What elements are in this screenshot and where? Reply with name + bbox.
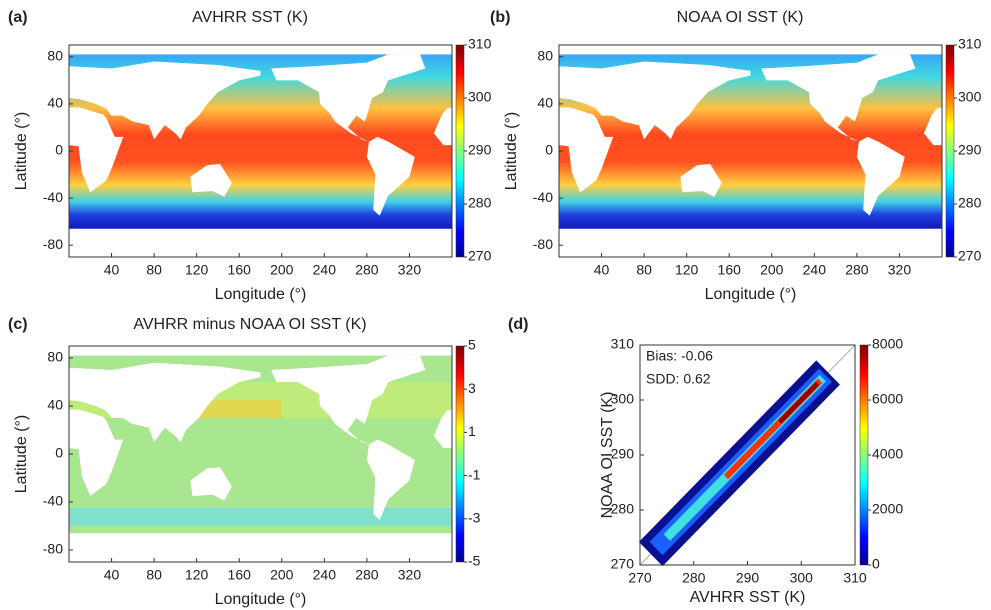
x-tick-label: 80 [146, 567, 162, 583]
y-tick-label: 290 [611, 446, 635, 462]
colorbar-tick-label: -5 [468, 553, 481, 569]
x-tick-label: 160 [228, 567, 252, 583]
x-tick-label: 320 [888, 262, 912, 278]
colorbar-tick-label: 270 [958, 248, 982, 264]
panel-label: (d) [508, 316, 528, 333]
x-tick-label: 160 [228, 262, 252, 278]
x-tick-label: 320 [398, 567, 422, 583]
x-tick-label: 200 [760, 262, 784, 278]
x-axis-label: AVHRR SST (K) [690, 589, 806, 606]
y-tick-label: 40 [47, 397, 63, 413]
x-tick-label: 120 [185, 567, 209, 583]
x-tick-label: 120 [675, 262, 699, 278]
y-tick-label: -80 [43, 236, 63, 252]
colorbar-tick-label: 300 [468, 89, 492, 105]
colorbar-tick-label: -3 [468, 510, 481, 526]
x-tick-label: 40 [104, 567, 120, 583]
colorbar-tick-label: 8000 [872, 336, 903, 352]
x-tick-label: 80 [636, 262, 652, 278]
y-tick-label: 0 [545, 142, 553, 158]
y-tick-label: 40 [537, 95, 553, 111]
colorbar-tick-label: 310 [958, 36, 982, 52]
x-tick-label: 200 [270, 262, 294, 278]
chart-title: AVHRR SST (K) [192, 9, 308, 26]
y-tick-label: -40 [43, 493, 63, 509]
colorbar-tick-label: 310 [468, 36, 492, 52]
panel-label: (c) [8, 316, 28, 333]
x-tick-label: 320 [398, 262, 422, 278]
ocean-south [69, 508, 452, 526]
x-tick-label: 200 [270, 567, 294, 583]
colorbar-tick-label: 270 [468, 248, 492, 264]
colorbar-tick-label: 280 [468, 195, 492, 211]
y-tick-label: -80 [533, 236, 553, 252]
y-axis-label: Latitude (°) [13, 415, 30, 493]
y-tick-label: -40 [533, 189, 553, 205]
y-axis-label: Latitude (°) [503, 112, 520, 190]
colorbar-tick-label: 0 [872, 556, 880, 572]
colorbar [945, 44, 955, 258]
annotation: Bias: -0.06 [646, 348, 713, 364]
y-tick-label: 310 [611, 336, 635, 352]
colorbar [455, 345, 465, 563]
x-tick-label: 120 [185, 262, 209, 278]
annotation: SDD: 0.62 [646, 371, 711, 387]
x-tick-label: 280 [682, 570, 706, 586]
chart-title: NOAA OI SST (K) [677, 9, 804, 26]
y-axis-label: NOAA OI SST (K) [599, 392, 616, 519]
x-tick-label: 310 [843, 570, 867, 586]
colorbar-tick-label: 3 [468, 380, 476, 396]
colorbar-tick-label: 280 [958, 195, 982, 211]
x-tick-label: 240 [803, 262, 827, 278]
y-tick-label: 280 [611, 501, 635, 517]
colorbar-tick-label: 2000 [872, 501, 903, 517]
y-tick-label: 80 [537, 47, 553, 63]
y-tick-label: 0 [55, 142, 63, 158]
density-band [778, 381, 819, 424]
colorbar-tick-label: 290 [468, 142, 492, 158]
y-tick-label: 80 [47, 349, 63, 365]
y-tick-label: -40 [43, 189, 63, 205]
y-tick-label: 270 [611, 556, 635, 572]
map [69, 346, 452, 562]
x-tick-label: 270 [628, 570, 652, 586]
y-tick-label: 80 [47, 47, 63, 63]
colorbar [859, 344, 869, 566]
y-tick-label: 300 [611, 391, 635, 407]
x-tick-label: 240 [313, 567, 337, 583]
x-tick-label: 280 [355, 262, 379, 278]
x-axis-label: Longitude (°) [215, 286, 307, 303]
x-tick-label: 40 [594, 262, 610, 278]
ocean-band [196, 400, 282, 418]
x-tick-label: 300 [790, 570, 814, 586]
x-tick-label: 280 [355, 567, 379, 583]
panel-label: (a) [8, 9, 28, 26]
colorbar-tick-label: 300 [958, 89, 982, 105]
colorbar-tick-label: 5 [468, 337, 476, 353]
x-tick-label: 240 [313, 262, 337, 278]
map [559, 45, 942, 257]
x-tick-label: 160 [718, 262, 742, 278]
colorbar-tick-label: 4000 [872, 446, 903, 462]
x-axis-label: Longitude (°) [705, 286, 797, 303]
colorbar [455, 44, 465, 258]
x-tick-label: 290 [736, 570, 760, 586]
x-tick-label: 280 [845, 262, 869, 278]
x-axis-label: Longitude (°) [215, 591, 307, 608]
chart-title: AVHRR minus NOAA OI SST (K) [133, 316, 366, 333]
colorbar-tick-label: 290 [958, 142, 982, 158]
x-tick-label: 40 [104, 262, 120, 278]
x-tick-label: 80 [146, 262, 162, 278]
colorbar-tick-label: -1 [468, 466, 481, 482]
colorbar-tick-label: 1 [468, 423, 476, 439]
colorbar-tick-label: 6000 [872, 391, 903, 407]
panel-label: (b) [490, 9, 510, 26]
y-tick-label: 40 [47, 95, 63, 111]
y-tick-label: 0 [55, 445, 63, 461]
y-tick-label: -80 [43, 541, 63, 557]
y-axis-label: Latitude (°) [13, 112, 30, 190]
map [69, 45, 452, 257]
